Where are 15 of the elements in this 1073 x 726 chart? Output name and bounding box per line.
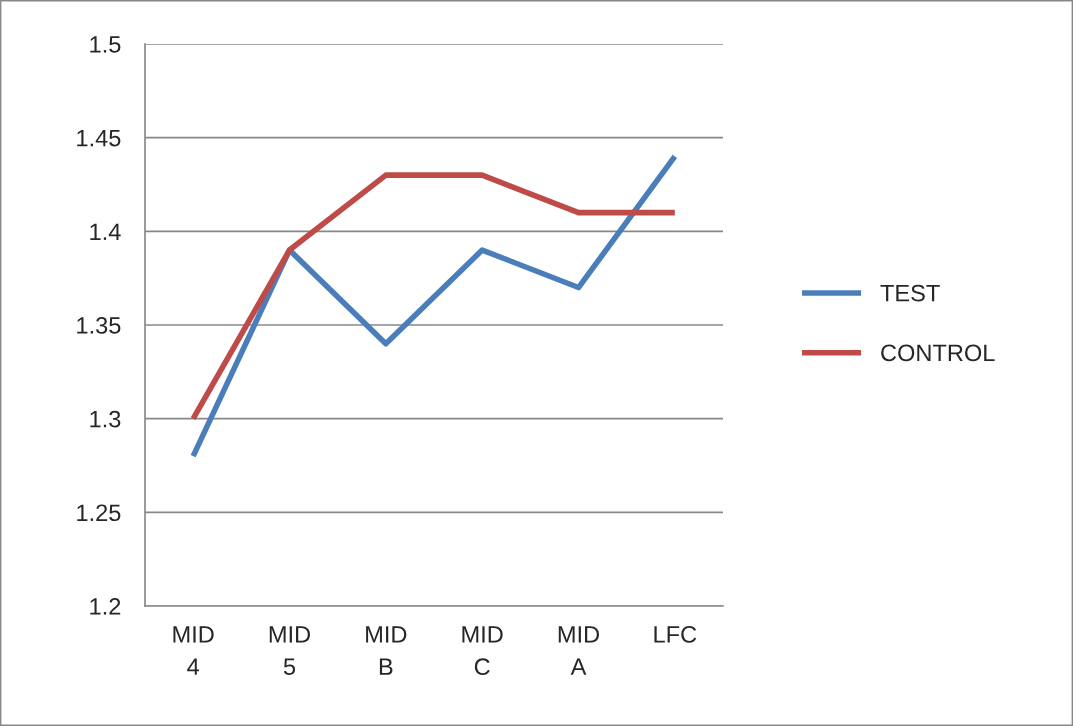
y-tick-label: 1.3	[90, 410, 121, 428]
legend-label: TEST	[880, 284, 940, 302]
x-tick-label: LFC	[654, 626, 697, 643]
x-tick-label: MID A	[558, 626, 600, 675]
y-tick-label: 1.25	[77, 504, 121, 522]
x-tick-label: MID B	[366, 626, 407, 675]
legend-label: CONTROL	[881, 344, 995, 362]
y-tick-label: 1.45	[77, 129, 121, 147]
x-tick-label: MID 5	[269, 626, 311, 676]
y-tick-label: 1.5	[90, 36, 121, 53]
x-tick-label: MID C	[462, 626, 503, 676]
y-tick-label: 1.35	[77, 317, 121, 334]
y-tick-label: 1.4	[90, 223, 121, 240]
x-tick-label: MID 4	[173, 626, 214, 675]
y-tick-label: 1.2	[90, 598, 121, 615]
